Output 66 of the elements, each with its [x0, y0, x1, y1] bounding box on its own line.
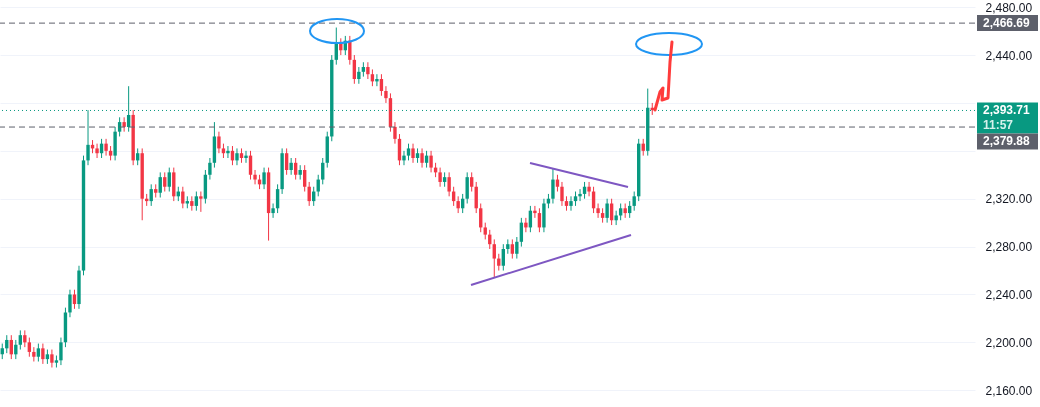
candlestick — [226, 145, 230, 159]
text: 11:57 — [983, 118, 1014, 133]
candlestick — [560, 181, 564, 207]
candlestick — [122, 116, 126, 133]
candlestick — [596, 203, 600, 219]
candlestick — [271, 203, 275, 219]
candlestick — [348, 35, 352, 66]
candlestick — [578, 188, 582, 202]
candlestick — [420, 147, 424, 169]
candlestick — [587, 181, 591, 197]
y-tick-label: 2,160.00 — [985, 383, 1033, 398]
candlestick — [632, 191, 636, 212]
candlestick — [366, 61, 370, 80]
candlestick — [208, 157, 212, 181]
candlestick — [262, 167, 266, 190]
candlestick — [384, 85, 388, 104]
ref-line-label: 2,466.69 — [983, 16, 1031, 31]
candlestick — [72, 289, 77, 310]
candlestick — [438, 167, 442, 188]
candlestick — [217, 131, 221, 154]
y-tick-label: 2,320.00 — [985, 192, 1033, 207]
y-tick-label: 2,280.00 — [985, 240, 1033, 255]
y-tick-label: 2,240.00 — [985, 287, 1033, 302]
y-tick-label: 2,200.00 — [985, 335, 1033, 350]
candlestick — [59, 337, 63, 366]
candlestick — [357, 66, 361, 85]
candlestick — [235, 147, 239, 166]
candlestick — [569, 195, 573, 212]
candlestick — [199, 191, 203, 213]
candlestick — [411, 143, 415, 164]
candlestick — [41, 343, 45, 365]
candlestick — [551, 168, 555, 204]
candlestick — [244, 150, 248, 164]
candlestick — [253, 169, 257, 185]
ref-line-label: 2,379.88 — [983, 134, 1031, 149]
candlestick — [18, 329, 23, 351]
candlestick — [470, 171, 474, 193]
candlestick — [614, 210, 618, 226]
candlestick — [95, 143, 99, 159]
candlestick — [167, 167, 171, 193]
candlestick — [492, 238, 496, 279]
candlestick — [447, 171, 451, 197]
candlestick — [510, 238, 515, 260]
candlestick — [515, 236, 519, 260]
candlestick — [158, 171, 162, 199]
candlestick — [542, 198, 546, 233]
candlestick — [402, 150, 406, 166]
candlestick — [524, 217, 528, 233]
candlestick — [429, 150, 433, 173]
candlestick — [163, 171, 167, 193]
candlestick — [375, 73, 379, 87]
candlestick — [533, 205, 537, 219]
candlestick — [465, 171, 469, 204]
candlestick — [181, 186, 185, 209]
y-tick-label: 2,480.00 — [985, 0, 1033, 15]
y-tick-label: 2,440.00 — [985, 48, 1033, 63]
candlestick — [289, 157, 293, 176]
candlestick — [104, 138, 108, 157]
candlestick — [393, 121, 397, 145]
candlestick — [27, 337, 32, 358]
candlestick — [605, 198, 609, 224]
candlestick — [32, 346, 36, 363]
candlestick — [113, 126, 117, 161]
candlestick — [194, 191, 199, 212]
candlestick — [68, 289, 72, 318]
ref-line-label: 2,393.71 — [983, 103, 1031, 118]
